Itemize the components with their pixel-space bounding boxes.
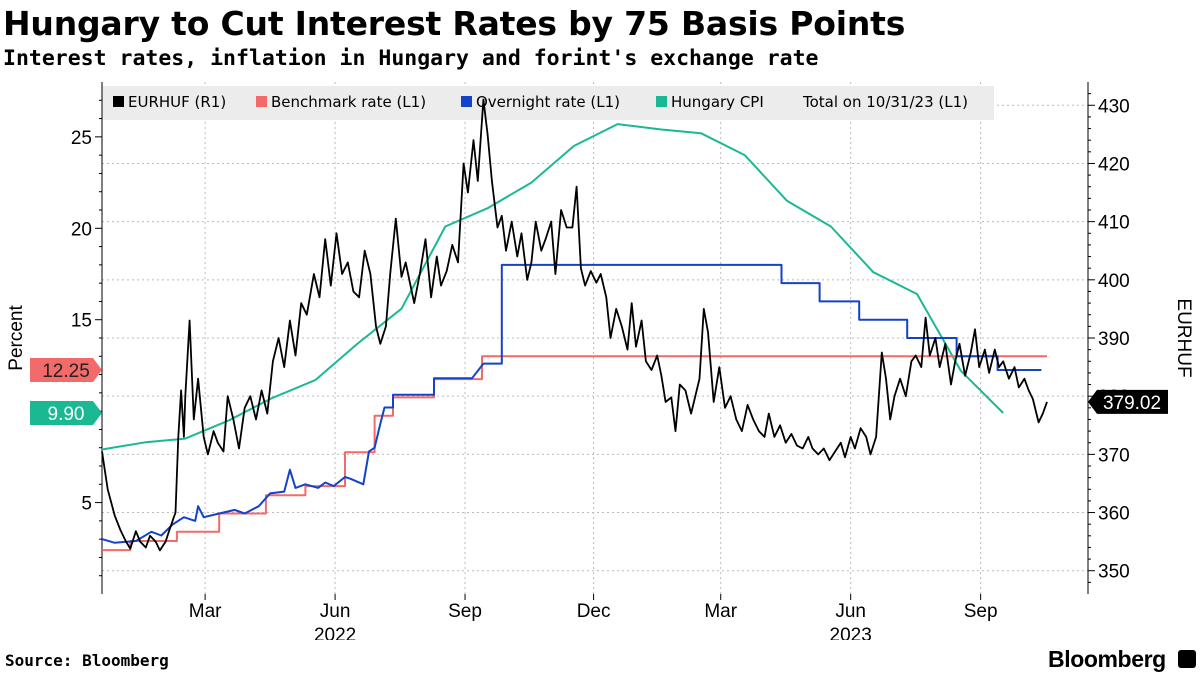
legend-swatch-overnight <box>461 96 472 107</box>
eurhuf-last-value-tag-shape <box>1088 389 1168 414</box>
legend-swatch-benchmark <box>256 96 267 107</box>
left-tick-label: 5 <box>81 494 92 515</box>
legend-entry-cpi: Hungary CPI <box>671 93 764 111</box>
legend-swatch-cpi <box>656 96 667 107</box>
left-tick-label: 20 <box>71 219 92 240</box>
left-tick-label: 25 <box>71 128 92 149</box>
benchmark-last-value-tag-shape <box>30 358 102 382</box>
x-year-label: 2022 <box>314 625 356 640</box>
axes: 5152025Percent35036037038039040041042043… <box>6 82 1194 640</box>
x-year-label: 2023 <box>830 625 872 640</box>
right-tick-label: 420 <box>1098 154 1130 175</box>
cpi-last-value-tag-label: 9.90 <box>48 404 85 425</box>
brand-logo: Bloomberg <box>1048 646 1166 672</box>
left-axis-title: Percent <box>6 305 27 371</box>
grid-lines <box>102 82 1088 594</box>
legend: EURHUF (R1) Benchmark rate (L1) Overnigh… <box>102 86 994 120</box>
legend-entry-overnight: Overnight rate (L1) <box>476 93 620 111</box>
benchmark-last-value-tag-label: 12.25 <box>42 361 90 382</box>
cpi-last-value-tag-shape <box>30 400 102 425</box>
legend-entry-eurhuf: EURHUF (R1) <box>128 93 226 111</box>
series-line-eurhuf-r1 <box>101 98 1048 552</box>
chart-subtitle: Interest rates, inflation in Hungary and… <box>3 46 819 71</box>
benchmark-last-value-tag: 12.25 <box>30 358 102 382</box>
x-tick-label: Jun <box>320 601 351 622</box>
right-tick-label: 410 <box>1098 213 1130 234</box>
chart-title: Hungary to Cut Interest Rates by 75 Basi… <box>3 4 906 43</box>
x-tick-label: Mar <box>704 601 737 622</box>
right-tick-label: 400 <box>1098 271 1130 292</box>
x-tick-label: Sep <box>964 601 998 622</box>
eurhuf-last-value-tag-label: 379.02 <box>1103 393 1161 414</box>
right-tick-label: 390 <box>1098 329 1130 350</box>
x-tick-label: Jun <box>835 601 866 622</box>
left-tick-label: 15 <box>71 311 92 332</box>
eurhuf-last-value-tag: 379.02 <box>1088 389 1168 414</box>
series-line-overnight-rate-l1 <box>101 263 1042 544</box>
x-tick-label: Dec <box>577 601 611 622</box>
right-axis-title: EURHUF <box>1173 298 1194 377</box>
right-tick-label: 370 <box>1098 445 1130 466</box>
last-value-tags: 12.25 9.90 379.02 <box>30 358 1168 425</box>
chart: EURHUF (R1) Benchmark rate (L1) Overnigh… <box>6 82 1194 640</box>
x-tick-label: Sep <box>448 601 482 622</box>
brand-icon <box>1178 650 1196 668</box>
series-line-benchmark-rate-l1 <box>102 355 1047 552</box>
right-tick-label: 360 <box>1098 504 1130 525</box>
cpi-last-value-tag: 9.90 <box>30 400 102 425</box>
legend-swatch-eurhuf <box>113 96 124 107</box>
series-lines <box>101 98 1048 552</box>
right-tick-label: 430 <box>1098 96 1130 117</box>
right-tick-label: 350 <box>1098 562 1130 583</box>
source-note: Source: Bloomberg <box>5 651 169 670</box>
x-tick-label: Mar <box>189 601 222 622</box>
legend-total-label: Total on 10/31/23 (L1) <box>802 93 968 111</box>
legend-entry-benchmark: Benchmark rate (L1) <box>271 93 426 111</box>
legend-background <box>102 86 994 120</box>
series-line-hungary-cpi <box>101 123 1004 451</box>
